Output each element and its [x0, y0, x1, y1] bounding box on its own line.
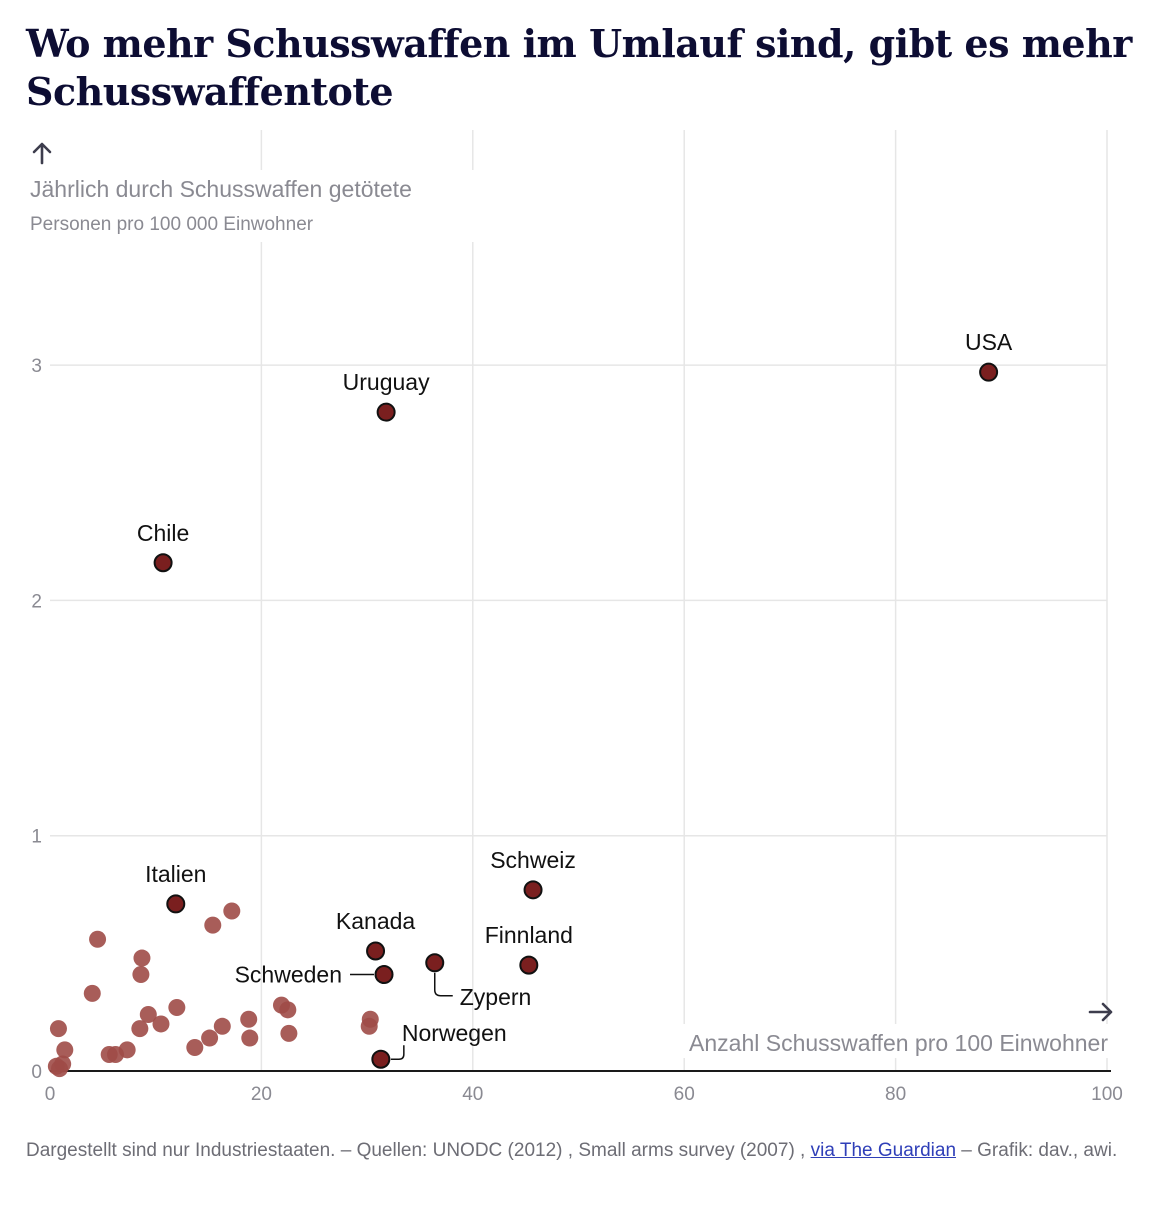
data-point: [49, 1020, 67, 1038]
data-point: [213, 1017, 231, 1035]
data-point: [279, 1001, 297, 1019]
x-tick-label: 40: [462, 1084, 483, 1105]
point-label: Italien: [145, 861, 206, 887]
data-point: [54, 1055, 72, 1073]
highlighted-data-point: [366, 941, 386, 961]
leader-line: [390, 1045, 405, 1060]
y-tick-label: 0: [31, 1062, 42, 1083]
point-label: Schweden: [235, 962, 342, 988]
highlighted-data-point: [979, 362, 999, 382]
y-tick-label: 2: [31, 591, 42, 612]
data-point: [186, 1038, 204, 1056]
x-axis-title-group: Anzahl Schusswaffen pro 100 Einwohner: [626, 1002, 1113, 1058]
data-point: [152, 1015, 170, 1033]
x-tick-label: 20: [251, 1084, 272, 1105]
label-leaders: [350, 972, 453, 1060]
highlighted-data-point: [376, 402, 396, 422]
source-link[interactable]: via The Guardian: [810, 1140, 957, 1161]
background-points: [47, 902, 379, 1078]
point-label: Zypern: [460, 984, 532, 1010]
arrow-right-icon: [1088, 1002, 1113, 1022]
point-label: Uruguay: [343, 369, 430, 395]
data-point: [360, 1017, 378, 1035]
footer-credit: – Grafik: dav., awi.: [956, 1140, 1118, 1161]
leader-line: [433, 972, 453, 997]
data-point: [83, 984, 101, 1002]
x-tick-label: 60: [674, 1084, 695, 1105]
grid: [50, 130, 1108, 1071]
point-label: USA: [965, 329, 1013, 355]
data-point: [133, 949, 151, 967]
y-axis-title-group: Jährlich durch Schusswaffen getötete Per…: [28, 142, 474, 242]
highlighted-data-point: [425, 953, 445, 973]
data-point: [132, 966, 150, 984]
data-point: [56, 1041, 74, 1059]
y-tick-label: 1: [31, 827, 42, 848]
y-axis-title-background: [28, 170, 474, 242]
y-axis-title: Jährlich durch Schusswaffen getötete: [30, 176, 412, 202]
source-footer: Dargestellt sind nur Industriestaaten. –…: [26, 1137, 1136, 1164]
data-point: [131, 1020, 149, 1038]
data-point: [280, 1024, 298, 1042]
point-label: Schweiz: [490, 847, 576, 873]
data-point: [223, 902, 241, 920]
data-point: [139, 1006, 157, 1024]
y-tick-label: 3: [31, 356, 42, 377]
highlighted-data-point: [523, 880, 543, 900]
data-point: [240, 1010, 258, 1028]
point-label: Norwegen: [402, 1020, 507, 1046]
highlighted-points: USA Uruguay Chile Italien Schweiz Kanada Finnl…: [137, 329, 1013, 1069]
data-point: [241, 1029, 259, 1047]
x-tick-label: 0: [45, 1084, 56, 1105]
data-point: [201, 1029, 219, 1047]
x-tick-label: 100: [1091, 1084, 1123, 1105]
point-label: Kanada: [336, 908, 416, 934]
y-axis-subtitle: Personen pro 100 000 Einwohner: [30, 214, 314, 235]
point-label: Chile: [137, 520, 189, 546]
data-point: [89, 930, 107, 948]
arrow-up-icon: [32, 142, 52, 165]
highlighted-data-point: [519, 955, 539, 975]
x-axis-title: Anzahl Schusswaffen pro 100 Einwohner: [689, 1030, 1108, 1056]
data-point: [118, 1041, 136, 1059]
scatter-chart: 0 20 40 60 80 100 0 1 2 3 Jährlich durch Schusswa…: [28, 130, 1123, 1105]
x-tick-label: 80: [885, 1084, 906, 1105]
data-point: [204, 916, 222, 934]
x-axis-title-background: [626, 1024, 1112, 1058]
point-label: Finnland: [485, 922, 573, 948]
highlighted-data-point: [153, 553, 173, 573]
footer-text: Dargestellt sind nur Industriestaaten. –…: [26, 1140, 811, 1161]
highlighted-data-point: [374, 965, 394, 985]
chart-title: Wo mehr Schusswaffen im Umlauf sind, gib…: [26, 21, 1132, 114]
data-point: [168, 998, 186, 1016]
highlighted-data-point: [371, 1049, 391, 1069]
axes: 0 20 40 60 80 100 0 1 2 3: [31, 356, 1122, 1105]
highlighted-data-point: [166, 894, 186, 914]
